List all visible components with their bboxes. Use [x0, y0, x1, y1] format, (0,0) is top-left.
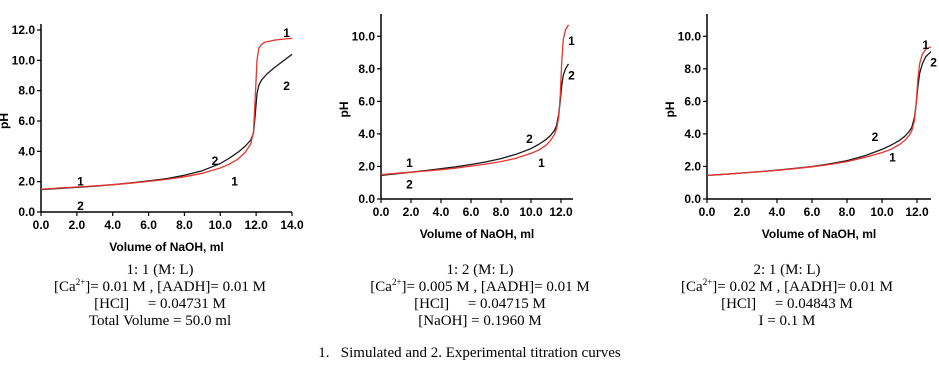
x-tick-label: 0.0: [373, 205, 390, 219]
y-axis-title: pH: [337, 102, 351, 118]
curve-label-1: 1: [568, 34, 575, 48]
curve-label-2: 2: [872, 130, 879, 144]
x-tick-label: 14.0: [280, 218, 304, 232]
caption-1-2: 1: 2 (M: L) [Ca2+]= 0.005 M , [AADH]= 0.…: [330, 262, 630, 330]
y-tick-label: 2.0: [358, 159, 375, 173]
caption-ratio: 1: 2 (M: L): [446, 262, 514, 278]
y-tick-label: 12.0: [12, 23, 36, 37]
caption-ratio: 2: 1 (M: L): [753, 262, 821, 278]
curve-label-2: 2: [212, 154, 219, 168]
y-tick-label: 6.0: [358, 94, 375, 108]
series-1-line: [380, 24, 570, 176]
x-axis-title: Volume of NaOH, ml: [762, 227, 876, 241]
y-tick-label: 10.0: [678, 29, 702, 43]
y-tick-label: 0.0: [684, 192, 701, 206]
ca-charge: 2+: [391, 277, 402, 287]
y-tick-label: 8.0: [18, 84, 35, 98]
ca-charge: 2+: [702, 277, 713, 287]
series-2-line: [380, 63, 570, 177]
caption-hcl: [HCl] = 0.04715 M: [414, 296, 546, 312]
y-tick-label: 6.0: [684, 94, 701, 108]
titration-chart-1-2: 0.0 2.0 4.0 6.0 8.0 10.0 12.0 0.0 2.0 4.0 6.0 8.0 10…: [337, 14, 575, 241]
caption-1-1: 1: 1 (M: L) [Ca2+]= 0.01 M , [AADH]= 0.0…: [10, 262, 310, 330]
ca-label: [Ca: [681, 279, 703, 295]
ca-label: [Ca: [54, 279, 76, 295]
x-tick-label: 12.0: [244, 218, 268, 232]
x-tick-label: 0.0: [33, 218, 50, 232]
x-tick-label: 0.0: [699, 205, 716, 219]
x-tick-label: 8.0: [176, 218, 193, 232]
curve-label-2: 2: [568, 68, 575, 82]
curve-label-2: 2: [283, 79, 290, 93]
x-tick-label: 6.0: [463, 205, 480, 219]
x-tick-label: 6.0: [140, 218, 157, 232]
curve-label-1: 1: [77, 175, 84, 189]
x-tick-label: 4.0: [433, 205, 450, 219]
y-tick-label: 0.0: [18, 205, 35, 219]
caption-extra: Total Volume = 50.0 ml: [88, 313, 232, 329]
y-tick-label: 0.0: [358, 192, 375, 206]
x-tick-label: 12.0: [549, 205, 573, 219]
caption-extra: I = 0.1 M: [758, 313, 816, 329]
curve-label-1: 1: [889, 151, 896, 165]
x-tick-label: 2.0: [403, 205, 420, 219]
x-tick-label: 10.0: [870, 205, 894, 219]
x-tick-label: 6.0: [804, 205, 821, 219]
caption-concentrations: [Ca2+]= 0.01 M , [AADH]= 0.01 M: [10, 277, 310, 296]
concentration-text: ]= 0.01 M , [AADH]= 0.01 M: [85, 279, 266, 295]
caption-ratio: 1: 1 (M: L): [126, 262, 194, 278]
x-tick-label: 2.0: [734, 205, 751, 219]
concentration-text: ]= 0.005 M , [AADH]= 0.01 M: [401, 279, 590, 295]
curve-label-1: 1: [283, 26, 290, 40]
curve-label-1: 1: [538, 156, 545, 170]
y-tick-label: 2.0: [684, 159, 701, 173]
y-tick-label: 4.0: [684, 127, 701, 141]
curve-label-2: 2: [526, 132, 533, 146]
curve-label-1: 1: [406, 156, 413, 170]
curve-label-2: 2: [406, 177, 413, 191]
caption-hcl: [HCl] = 0.04843 M: [721, 296, 853, 312]
caption-extra: [NaOH] = 0.1960 M: [418, 313, 542, 329]
y-tick-label: 10.0: [12, 53, 36, 67]
y-tick-label: 8.0: [684, 62, 701, 76]
y-tick-label: 8.0: [358, 62, 375, 76]
y-tick-label: 6.0: [18, 114, 35, 128]
curve-label-1: 1: [231, 175, 238, 189]
y-tick-label: 4.0: [18, 144, 35, 158]
curve-label-2: 2: [77, 199, 84, 213]
ca-label: [Ca: [370, 279, 392, 295]
x-tick-label: 10.0: [209, 218, 233, 232]
x-tick-label: 4.0: [769, 205, 786, 219]
x-tick-label: 10.0: [519, 205, 543, 219]
caption-concentrations: [Ca2+]= 0.005 M , [AADH]= 0.01 M: [330, 277, 630, 296]
x-tick-label: 2.0: [69, 218, 86, 232]
concentration-text: ]= 0.02 M , [AADH]= 0.01 M: [712, 279, 893, 295]
y-axis-title: pH: [663, 102, 677, 118]
figure-legend-note: 1. Simulated and 2. Experimental titrati…: [318, 345, 621, 361]
x-tick-label: 8.0: [839, 205, 856, 219]
curve-label-2: 2: [930, 55, 937, 69]
y-tick-label: 4.0: [358, 127, 375, 141]
x-tick-label: 8.0: [493, 205, 510, 219]
y-axis-title: pH: [0, 113, 11, 129]
x-tick-label: 12.0: [905, 205, 929, 219]
titration-chart-2-1: 0.0 2.0 4.0 6.0 8.0 10.0 12.0 0.0 2.0 4.0 6.0 8.0 10…: [663, 14, 937, 241]
x-axis-title: Volume of NaOH, ml: [109, 240, 223, 254]
curve-label-1: 1: [922, 38, 929, 52]
x-tick-label: 4.0: [104, 218, 121, 232]
series-1-line: [40, 37, 293, 190]
y-tick-label: 10.0: [352, 29, 376, 43]
x-axis-title: Volume of NaOH, ml: [420, 227, 534, 241]
caption-2-1: 2: 1 (M: L) [Ca2+]= 0.02 M , [AADH]= 0.0…: [637, 262, 937, 330]
y-tick-label: 2.0: [18, 175, 35, 189]
titration-chart-1-1: 0.0 2.0 4.0 6.0 8.0 10.0 12.0 14.0 0.0 2.0 4.0 6.0 8…: [0, 23, 304, 254]
series-2-line: [706, 51, 932, 177]
series-1-line: [706, 46, 932, 177]
caption-hcl: [HCl] = 0.04731 M: [94, 296, 226, 312]
caption-concentrations: [Ca2+]= 0.02 M , [AADH]= 0.01 M: [637, 277, 937, 296]
ca-charge: 2+: [75, 277, 86, 287]
